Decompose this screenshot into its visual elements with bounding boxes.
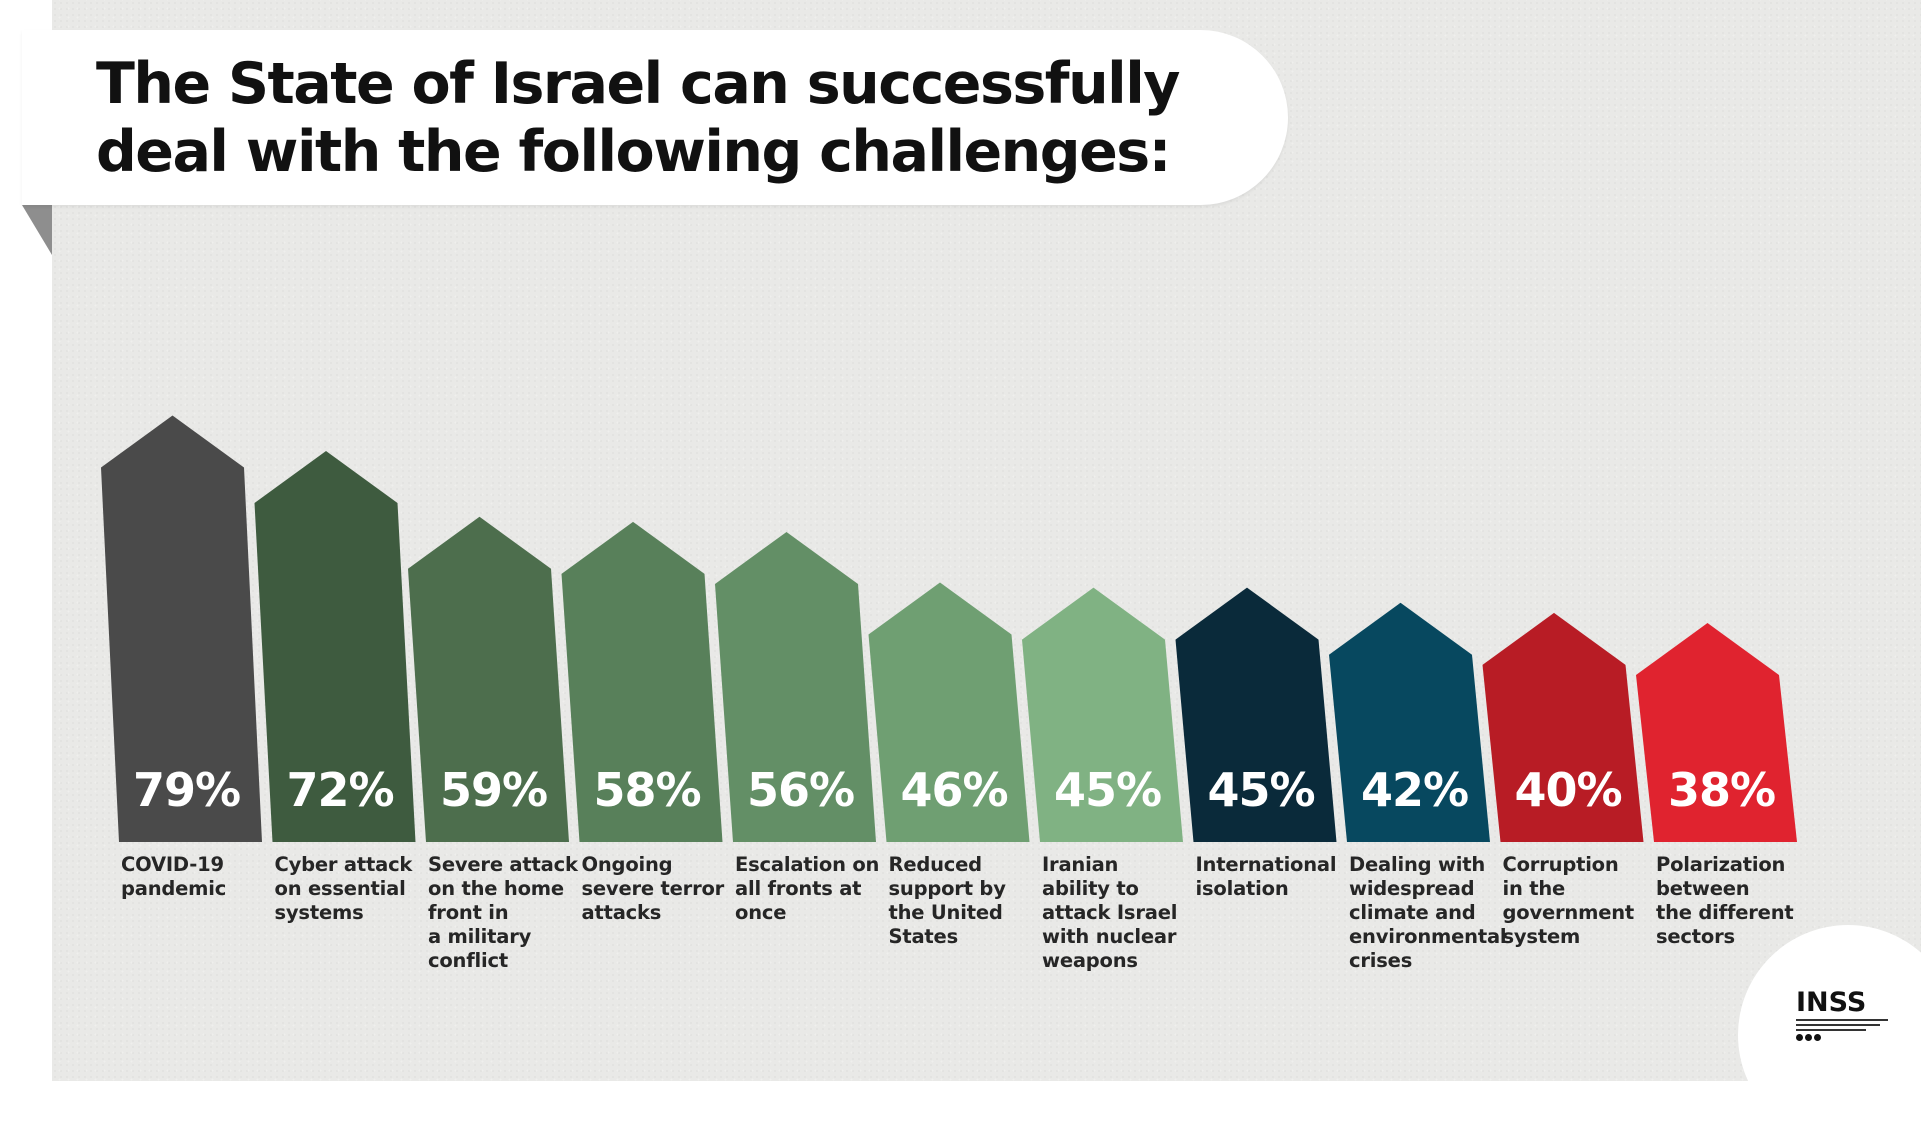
category-label-8: International isolation <box>1196 853 1346 901</box>
value-label-8: 45% <box>1207 763 1314 817</box>
inss-logo-dots <box>1796 1034 1888 1041</box>
category-label-line: on the home <box>428 877 564 900</box>
category-label-line: isolation <box>1195 877 1289 900</box>
category-label-line: support by <box>888 877 1006 900</box>
category-label-9: Dealing with widespread climate and environ… <box>1349 853 1507 973</box>
category-label-1: COVID-19 pandemic <box>121 853 271 901</box>
category-label-line: between <box>1656 877 1750 900</box>
bar-11 <box>1636 623 1797 842</box>
category-label-line: crises <box>1349 949 1413 972</box>
category-label-line: Escalation on <box>735 853 880 876</box>
category-label-line: widespread <box>1349 877 1475 900</box>
value-label-3: 59% <box>440 763 547 817</box>
category-label-line: International <box>1195 853 1337 876</box>
category-label-7: Iranian ability to attack Israel with nucle… <box>1042 853 1192 973</box>
bar-9 <box>1329 602 1490 842</box>
bar-1 <box>101 415 262 842</box>
bar-2 <box>254 450 416 842</box>
category-label-line: attacks <box>581 901 662 924</box>
value-label-11: 38% <box>1668 763 1775 817</box>
category-label-line: Dealing with <box>1349 853 1486 876</box>
value-label-1: 79% <box>133 763 240 817</box>
value-label-4: 58% <box>593 763 700 817</box>
category-label-line: Severe attack <box>428 853 578 876</box>
bar-10 <box>1482 612 1644 842</box>
category-label-line: Polarization <box>1656 853 1786 876</box>
value-label-5: 56% <box>747 763 854 817</box>
bar-3 <box>408 516 569 842</box>
value-label-2: 72% <box>286 763 393 817</box>
inss-logo: INSS <box>1796 987 1888 1050</box>
value-label-9: 42% <box>1361 763 1468 817</box>
category-label-line: Reduced <box>888 853 983 876</box>
category-label-line: a military <box>428 925 532 948</box>
category-label-line: with nuclear <box>1042 925 1177 948</box>
bar-7 <box>1022 587 1183 842</box>
category-label-line: Corruption <box>1502 853 1619 876</box>
category-label-line: Iranian <box>1042 853 1119 876</box>
category-label-line: attack Israel <box>1042 901 1178 924</box>
category-label-10: Corruption in the government system <box>1503 853 1653 949</box>
category-label-line: sectors <box>1656 925 1735 948</box>
category-label-line: government <box>1502 901 1635 924</box>
bar-5 <box>715 531 876 842</box>
category-label-2: Cyber attack on essential systems <box>275 853 425 925</box>
bar-4 <box>561 521 723 842</box>
title-banner <box>22 30 1288 205</box>
category-label-line: Cyber attack <box>274 853 413 876</box>
bar-chart: 79% 72% 59% 58% 56% 46% 45% 45% 42% 40% 38% <box>101 415 1797 842</box>
category-label-line: severe terror <box>581 877 725 900</box>
category-label-line: system <box>1502 925 1581 948</box>
value-label-7: 45% <box>1054 763 1161 817</box>
category-label-line: climate and <box>1349 901 1476 924</box>
category-label-line: all fronts at <box>735 877 862 900</box>
category-label-line: on essential <box>274 877 406 900</box>
category-label-line: the different <box>1656 901 1794 924</box>
chart-title: The State of Israel can successfully dea… <box>96 51 1180 185</box>
category-label-line: pandemic <box>121 877 227 900</box>
category-label-line: once <box>735 901 787 924</box>
category-label-line: front in <box>428 901 509 924</box>
category-label-3: Severe attack on the home front in a milita… <box>428 853 578 973</box>
category-label-line: systems <box>274 901 364 924</box>
category-label-line: COVID-19 <box>121 853 224 876</box>
bar-6 <box>868 582 1030 842</box>
bar-8 <box>1175 587 1337 842</box>
category-label-line: the United <box>888 901 1003 924</box>
inss-logo-wordmark: INSS <box>1796 987 1867 1018</box>
category-label-line: ability to <box>1042 877 1139 900</box>
category-label-line: Ongoing <box>581 853 673 876</box>
category-label-line: conflict <box>428 949 508 972</box>
category-label-4: Ongoing severe terror attacks <box>582 853 732 925</box>
value-label-10: 40% <box>1514 763 1621 817</box>
category-label-line: in the <box>1502 877 1566 900</box>
category-label-6: Reduced support by the United States <box>889 853 1039 949</box>
category-label-line: States <box>888 925 959 948</box>
category-label-line: environmental <box>1349 925 1507 948</box>
category-label-5: Escalation on all fronts at once <box>735 853 885 925</box>
value-label-6: 46% <box>900 763 1007 817</box>
category-label-11: Polarization between the different sectors <box>1656 853 1806 949</box>
category-label-line: weapons <box>1042 949 1138 972</box>
inss-logo-text-lines <box>1796 1019 1888 1031</box>
